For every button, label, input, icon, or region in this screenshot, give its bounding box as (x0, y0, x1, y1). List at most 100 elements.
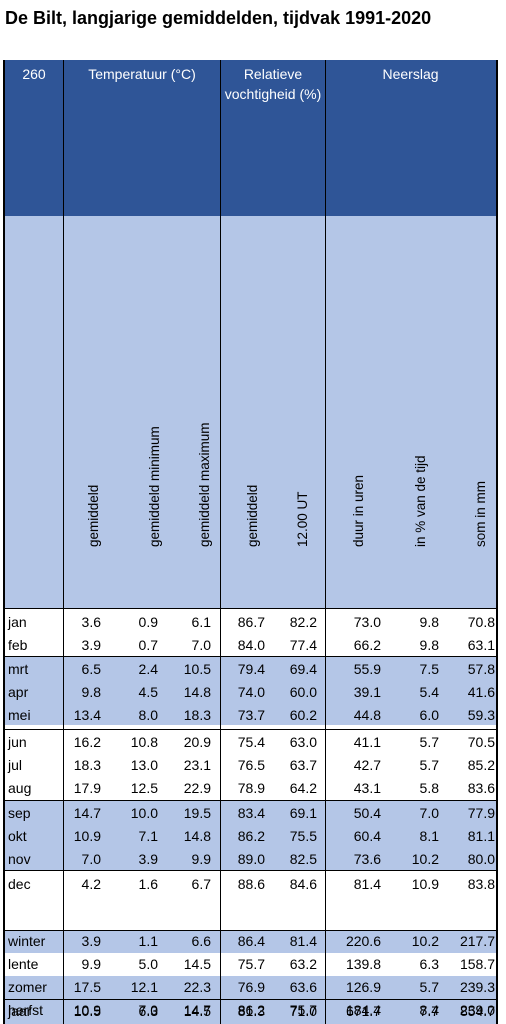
cell-precip-percent: 10.9 (411, 876, 439, 892)
cell-temp-max: 14.5 (183, 956, 211, 972)
cell-precip-duration: 184.4 (345, 1002, 381, 1018)
cell-rh-mean: 86.2 (237, 1002, 265, 1018)
cell-rh-mean: 83.4 (237, 805, 265, 821)
cell-temp-max: 14.8 (183, 828, 211, 844)
cell-precip-sum: 70.5 (467, 734, 495, 750)
cell-month: mei (8, 707, 31, 723)
cell-precip-percent: 9.8 (419, 637, 439, 653)
cell-temp-mean: 3.9 (81, 637, 101, 653)
cell-precip-percent: 9.8 (419, 614, 439, 630)
cell-precip-percent: 6.3 (419, 956, 439, 972)
cell-precip-duration: 39.1 (353, 684, 381, 700)
cell-temp-mean: 14.7 (73, 805, 101, 821)
cell-precip-sum: 57.8 (467, 661, 495, 677)
page-title: De Bilt, langjarige gemiddelden, tijdvak… (5, 8, 432, 28)
cell-temp-mean: 10.9 (73, 1002, 101, 1018)
cell-precip-duration: 81.4 (353, 876, 381, 892)
cell-rh-noon: 82.2 (289, 614, 317, 630)
cell-precip-duration: 42.7 (353, 757, 381, 773)
cell-precip-sum: 83.8 (467, 876, 495, 892)
cell-month: winter (8, 933, 46, 949)
cell-temp-min: 2.4 (138, 661, 158, 677)
cell-temp-max: 6.7 (191, 876, 211, 892)
table-row: apr 9.8 4.5 14.8 74.0 60.0 39.1 5.4 41.6 (5, 681, 496, 704)
cell-temp-min: 5.0 (138, 956, 158, 972)
table-row: mei 13.4 8.0 18.3 73.7 60.2 44.8 6.0 59.3 (5, 704, 496, 727)
cell-rh-noon: 63.0 (289, 734, 317, 750)
column-divider (63, 60, 64, 1024)
cell-rh-mean: 76.9 (237, 979, 265, 995)
column-divider (325, 60, 326, 1024)
table-row: feb 3.9 0.7 7.0 84.0 77.4 66.2 9.8 63.1 (5, 634, 496, 657)
cell-precip-duration: 73.6 (353, 851, 381, 867)
cell-precip-duration: 50.4 (353, 805, 381, 821)
cell-month: apr (8, 684, 29, 700)
cell-temp-max: 14.8 (183, 684, 211, 700)
cell-rh-mean: 78.9 (237, 780, 265, 796)
column-divider (220, 60, 221, 1024)
cell-precip-sum: 70.8 (467, 614, 495, 630)
station-code: 260 (22, 66, 46, 82)
cell-precip-percent: 8.4 (419, 1002, 439, 1018)
cell-month: nov (8, 851, 31, 867)
cell-temp-mean: 3.6 (81, 614, 101, 630)
cell-precip-sum: 239.3 (459, 979, 495, 995)
precipitation-header: Neerslag (382, 66, 439, 82)
cell-rh-noon: 77.4 (289, 637, 317, 653)
cell-month: sep (8, 805, 31, 821)
row-band-winter (5, 930, 496, 953)
cell-temp-mean: 10.9 (73, 828, 101, 844)
cell-precip-percent: 5.4 (419, 684, 439, 700)
temperature-header: Temperatuur (°C) (88, 66, 196, 82)
cell-temp-min: 1.6 (138, 876, 158, 892)
cell-precip-sum: 85.2 (467, 757, 495, 773)
cell-rh-mean: 86.4 (237, 933, 265, 949)
cell-precip-duration: 44.8 (353, 707, 381, 723)
cell-rh-mean: 86.7 (237, 614, 265, 630)
cell-precip-duration: 126.9 (345, 979, 381, 995)
cell-rh-noon: 64.2 (289, 780, 317, 796)
cell-temp-max: 7.0 (191, 637, 211, 653)
cell-rh-noon: 82.5 (289, 851, 317, 867)
cell-precip-duration: 55.9 (353, 661, 381, 677)
cell-temp-mean: 9.8 (81, 684, 101, 700)
row-divider (5, 656, 496, 657)
cell-rh-mean: 81.3 (237, 1003, 265, 1019)
cell-temp-mean: 17.9 (73, 780, 101, 796)
cell-month: mrt (8, 661, 29, 677)
row-band-spring (5, 656, 496, 725)
cell-temp-min: 7.0 (138, 1002, 158, 1018)
table-row: aug 17.9 12.5 22.9 78.9 64.2 43.1 5.8 83.6 (5, 777, 496, 800)
table-row: mrt 6.5 2.4 10.5 79.4 69.4 55.9 7.5 57.8 (5, 658, 496, 681)
cell-precip-percent: 7.5 (419, 661, 439, 677)
cell-temp-mean: 10.5 (73, 1003, 101, 1019)
table-row: dec 4.2 1.6 6.7 88.6 84.6 81.4 10.9 83.8 (5, 873, 496, 896)
cell-temp-mean: 3.9 (81, 933, 101, 949)
cell-month: aug (8, 780, 32, 796)
cell-temp-max: 6.1 (191, 614, 211, 630)
cell-rh-noon: 84.6 (289, 876, 317, 892)
cell-rh-mean: 73.7 (237, 707, 265, 723)
cell-precip-percent: 5.8 (419, 780, 439, 796)
cell-temp-mean: 4.2 (81, 876, 101, 892)
subheader-band (5, 216, 496, 608)
cell-temp-min: 12.1 (130, 979, 158, 995)
cell-precip-percent: 10.2 (411, 933, 439, 949)
cell-temp-min: 0.7 (138, 637, 158, 653)
cell-precip-percent: 7.7 (419, 1003, 439, 1019)
table-row: nov 7.0 3.9 9.9 89.0 82.5 73.6 10.2 80.0 (5, 848, 496, 871)
table-row: jul 18.3 13.0 23.1 76.5 63.7 42.7 5.7 85.2 (5, 754, 496, 777)
cell-precip-sum: 217.7 (459, 933, 495, 949)
cell-month: dec (8, 876, 31, 892)
cell-temp-min: 1.1 (138, 933, 158, 949)
cell-rh-noon: 63.6 (289, 979, 317, 995)
row-band-summer (5, 976, 496, 999)
cell-precip-duration: 60.4 (353, 828, 381, 844)
cell-precip-sum: 158.7 (459, 956, 495, 972)
cell-rh-mean: 89.0 (237, 851, 265, 867)
cell-precip-sum: 81.1 (467, 828, 495, 844)
row-divider (5, 608, 496, 609)
row-band-year (5, 999, 496, 1024)
cell-temp-max: 6.6 (191, 933, 211, 949)
row-divider (5, 930, 496, 931)
